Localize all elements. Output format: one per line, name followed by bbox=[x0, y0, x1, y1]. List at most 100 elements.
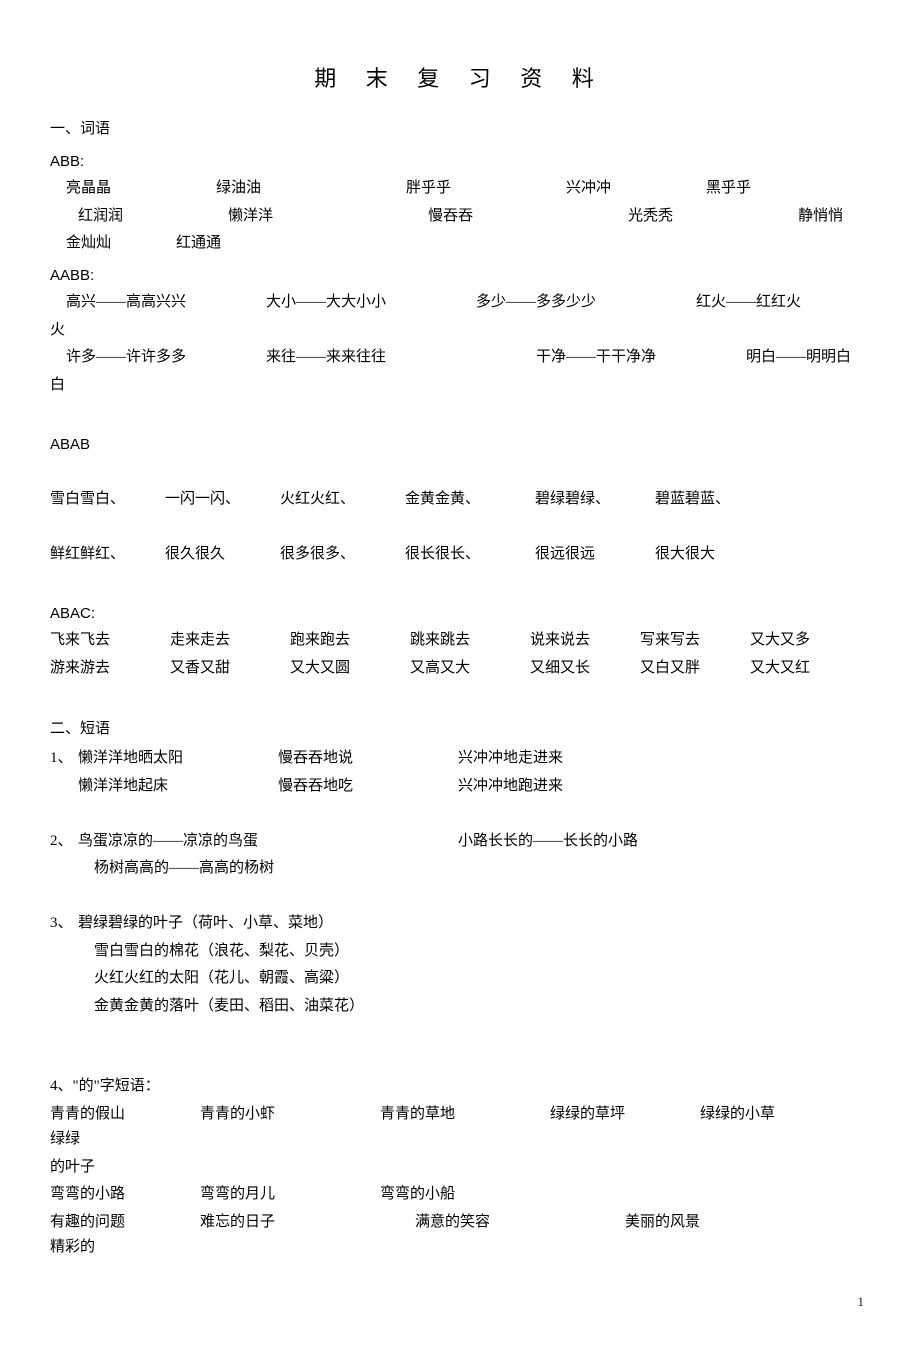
phrase: 弯弯的小船 bbox=[380, 1182, 455, 1208]
word: 又细又长 bbox=[530, 656, 640, 682]
phrase: 精彩的 bbox=[50, 1235, 95, 1261]
abb-row-2: 红润润 懒洋洋 慢吞吞 光秃秃 静悄悄 bbox=[50, 204, 870, 230]
abac-label: ABAC: bbox=[50, 601, 870, 627]
phrase2-row-2: 杨树高高的——高高的杨树 bbox=[50, 856, 870, 882]
phrase: 绿绿的草坪 bbox=[550, 1102, 700, 1128]
word: 金灿灿 bbox=[66, 231, 176, 257]
word: 飞来飞去 bbox=[50, 628, 170, 654]
abab-row-2: 鲜红鲜红、 很久很久 很多很多、 很长很长、 很远很远 很大很大 bbox=[50, 542, 870, 568]
phrase: 小路长长的——长长的小路 bbox=[458, 829, 638, 855]
word: 黑乎乎 bbox=[706, 176, 751, 202]
word: 又大又红 bbox=[750, 656, 810, 682]
phrase1-row-2: 懒洋洋地起床 慢吞吞地吃 兴冲冲地跑进来 bbox=[50, 774, 870, 800]
phrase2-row-1: 2、 鸟蛋凉凉的——凉凉的鸟蛋 小路长长的——长长的小路 bbox=[50, 829, 870, 855]
word: 红润润 bbox=[78, 204, 228, 230]
phrase3-row-3: 火红火红的太阳（花儿、朝霞、高粱） bbox=[50, 966, 870, 992]
word: 静悄悄 bbox=[798, 204, 843, 230]
word: 高兴——高高兴兴 bbox=[66, 290, 266, 316]
phrase: 兴冲冲地走进来 bbox=[458, 746, 563, 772]
word: 又大又圆 bbox=[290, 656, 410, 682]
word: 鲜红鲜红、 bbox=[50, 542, 165, 568]
word: 光秃秃 bbox=[628, 204, 798, 230]
phrase: 美丽的风景 bbox=[625, 1210, 825, 1236]
aabb-row-1-tail: 火 bbox=[50, 318, 870, 344]
word: 很远很远 bbox=[535, 542, 655, 568]
word: 多少——多多少少 bbox=[476, 290, 696, 316]
word: 很久很久 bbox=[165, 542, 280, 568]
p2-label: 2、 bbox=[50, 829, 78, 855]
word: 很大很大 bbox=[655, 542, 715, 568]
section-1-heading: 一、词语 bbox=[50, 117, 870, 143]
word: 又白又胖 bbox=[640, 656, 750, 682]
phrase: 懒洋洋地起床 bbox=[78, 774, 278, 800]
phrase: 青青的草地 bbox=[380, 1102, 550, 1128]
p1-label: 1、 bbox=[50, 746, 78, 772]
phrase: 兴冲冲地跑进来 bbox=[458, 774, 563, 800]
word: 很长很长、 bbox=[405, 542, 535, 568]
phrase: 慢吞吞地说 bbox=[278, 746, 458, 772]
word: 懒洋洋 bbox=[228, 204, 428, 230]
word: 绿油油 bbox=[216, 176, 406, 202]
phrase4-row-3: 有趣的问题 难忘的日子 满意的笑容 美丽的风景 精彩的 bbox=[50, 1210, 870, 1261]
word: 胖乎乎 bbox=[406, 176, 566, 202]
word: 红火——红红火 bbox=[696, 290, 801, 316]
word: 兴冲冲 bbox=[566, 176, 706, 202]
page-number: 1 bbox=[50, 1291, 870, 1313]
aabb-row-2-tail: 白 bbox=[50, 373, 870, 399]
word: 又香又甜 bbox=[170, 656, 290, 682]
word: 碧蓝碧蓝、 bbox=[655, 487, 730, 513]
word: 雪白雪白、 bbox=[50, 487, 165, 513]
aabb-row-2: 许多——许许多多 来往——来来往往 干净——干干净净 明白——明明白 bbox=[50, 345, 870, 371]
page-title: 期 末 复 习 资 料 bbox=[50, 60, 870, 97]
word: 亮晶晶 bbox=[66, 176, 216, 202]
abb-row-3: 金灿灿 红通通 bbox=[50, 231, 870, 257]
word: 火红火红、 bbox=[280, 487, 405, 513]
word: 金黄金黄、 bbox=[405, 487, 535, 513]
word: 跑来跑去 bbox=[290, 628, 410, 654]
p3-label: 3、 bbox=[50, 911, 78, 937]
section-2-heading: 二、短语 bbox=[50, 717, 870, 743]
p4-label: 4、"的"字短语： bbox=[50, 1074, 870, 1100]
word: 一闪一闪、 bbox=[165, 487, 280, 513]
word: 游来游去 bbox=[50, 656, 170, 682]
phrase: 杨树高高的——高高的杨树 bbox=[94, 856, 274, 882]
phrase: 慢吞吞地吃 bbox=[278, 774, 458, 800]
word: 说来说去 bbox=[530, 628, 640, 654]
abab-row-1: 雪白雪白、 一闪一闪、 火红火红、 金黄金黄、 碧绿碧绿、 碧蓝碧蓝、 bbox=[50, 487, 870, 513]
phrase: 弯弯的月儿 bbox=[200, 1182, 380, 1208]
phrase: 绿绿的小草 bbox=[700, 1102, 850, 1128]
phrase3-row-2: 雪白雪白的棉花（浪花、梨花、贝壳） bbox=[50, 939, 870, 965]
word: 又高又大 bbox=[410, 656, 530, 682]
word: 干净——干干净净 bbox=[536, 345, 746, 371]
phrase4-row-1-tail: 的叶子 bbox=[50, 1155, 870, 1181]
aabb-row-1: 高兴——高高兴兴 大小——大大小小 多少——多多少少 红火——红红火 bbox=[50, 290, 870, 316]
word: 来往——来来往往 bbox=[266, 345, 536, 371]
phrase3-row-1: 3、 碧绿碧绿的叶子（荷叶、小草、菜地） bbox=[50, 911, 870, 937]
phrase3-row-4: 金黄金黄的落叶（麦田、稻田、油菜花） bbox=[50, 994, 870, 1020]
phrase: 青青的小虾 bbox=[200, 1102, 380, 1128]
word: 走来走去 bbox=[170, 628, 290, 654]
phrase: 弯弯的小路 bbox=[50, 1182, 200, 1208]
word: 明白——明明白 bbox=[746, 345, 851, 371]
word: 大小——大大小小 bbox=[266, 290, 476, 316]
phrase: 鸟蛋凉凉的——凉凉的鸟蛋 bbox=[78, 829, 458, 855]
phrase: 有趣的问题 bbox=[50, 1210, 200, 1236]
phrase1-row-1: 1、 懒洋洋地晒太阳 慢吞吞地说 兴冲冲地走进来 bbox=[50, 746, 870, 772]
word: 又大又多 bbox=[750, 628, 810, 654]
phrase: 难忘的日子 bbox=[200, 1210, 415, 1236]
abb-row-1: 亮晶晶 绿油油 胖乎乎 兴冲冲 黑乎乎 bbox=[50, 176, 870, 202]
abab-label: ABAB bbox=[50, 432, 870, 458]
word: 慢吞吞 bbox=[428, 204, 628, 230]
abac-row-2: 游来游去 又香又甜 又大又圆 又高又大 又细又长 又白又胖 又大又红 bbox=[50, 656, 870, 682]
aabb-label: AABB: bbox=[50, 263, 870, 289]
phrase4-row-2: 弯弯的小路 弯弯的月儿 弯弯的小船 bbox=[50, 1182, 870, 1208]
phrase: 懒洋洋地晒太阳 bbox=[78, 746, 278, 772]
phrase4-row-1: 青青的假山 青青的小虾 青青的草地 绿绿的草坪 绿绿的小草 绿绿 bbox=[50, 1102, 870, 1153]
phrase: 青青的假山 bbox=[50, 1102, 200, 1128]
word: 写来写去 bbox=[640, 628, 750, 654]
phrase: 满意的笑容 bbox=[415, 1210, 625, 1236]
phrase: 碧绿碧绿的叶子（荷叶、小草、菜地） bbox=[78, 911, 333, 937]
word: 红通通 bbox=[176, 231, 221, 257]
abac-row-1: 飞来飞去 走来走去 跑来跑去 跳来跳去 说来说去 写来写去 又大又多 bbox=[50, 628, 870, 654]
word: 碧绿碧绿、 bbox=[535, 487, 655, 513]
